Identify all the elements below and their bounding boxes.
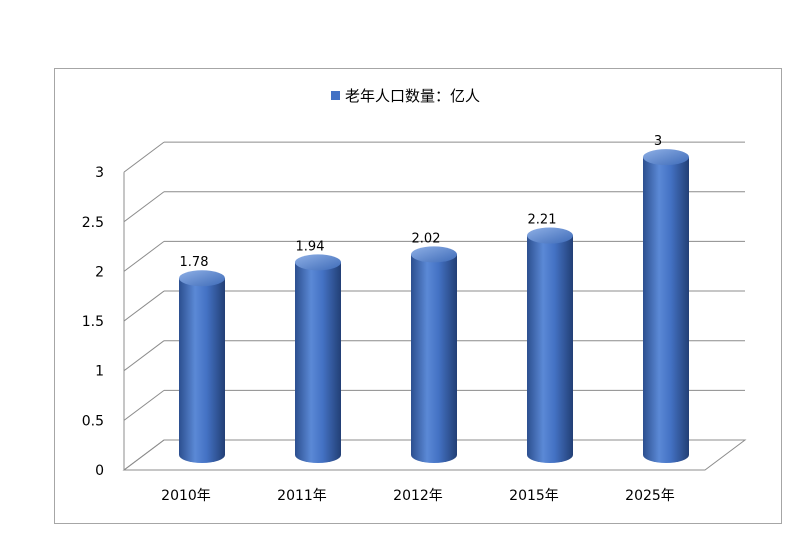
legend-swatch	[331, 91, 340, 100]
bar-top	[643, 149, 689, 166]
y-axis: 0 0.5 1 1.5 2 2.5 3	[82, 165, 125, 479]
gridline-side	[123, 191, 165, 223]
legend-label: 老年人口数量：亿人	[345, 87, 480, 105]
bar	[411, 246, 457, 463]
gridline-side	[123, 240, 165, 272]
bar	[295, 254, 341, 463]
bar-body	[643, 157, 689, 463]
x-tick-label: 2025年	[625, 488, 675, 504]
legend: 老年人口数量：亿人	[331, 87, 480, 105]
data-label: 2.21	[528, 213, 557, 228]
data-label: 1.94	[296, 239, 325, 254]
bar-top	[527, 227, 573, 244]
y-tick-label: 2	[95, 264, 104, 280]
x-tick-label: 2012年	[393, 488, 443, 504]
bar-top	[179, 270, 225, 287]
y-tick-label: 0.5	[82, 413, 104, 429]
y-tick-label: 1	[95, 364, 104, 380]
bar-body	[411, 254, 457, 463]
data-label: 1.78	[180, 255, 209, 270]
bars	[179, 149, 689, 463]
gridline-side	[123, 340, 165, 372]
data-labels: 1.78 1.94 2.02 2.21 3	[180, 134, 663, 270]
bar-body	[179, 278, 225, 463]
chart-floor	[122, 439, 747, 471]
bar	[527, 227, 573, 463]
gridline-side	[123, 290, 165, 322]
bar	[643, 149, 689, 463]
y-tick-label: 0	[95, 463, 104, 479]
gridline-side	[123, 389, 165, 421]
bar-top	[295, 254, 341, 271]
bar-body	[527, 235, 573, 463]
x-tick-label: 2015年	[509, 488, 559, 504]
data-label: 2.02	[412, 231, 441, 246]
y-tick-label: 1.5	[82, 314, 104, 330]
bar-body	[295, 262, 341, 463]
y-tick-label: 2.5	[82, 215, 104, 231]
x-tick-label: 2010年	[161, 488, 211, 504]
x-tick-label: 2011年	[277, 488, 327, 504]
bar-top	[411, 246, 457, 263]
data-label: 3	[654, 134, 662, 149]
bar	[179, 270, 225, 463]
y-tick-label: 3	[95, 165, 104, 181]
gridline-side	[123, 141, 165, 173]
x-axis: 2010年 2011年 2012年 2015年 2025年	[161, 488, 675, 504]
